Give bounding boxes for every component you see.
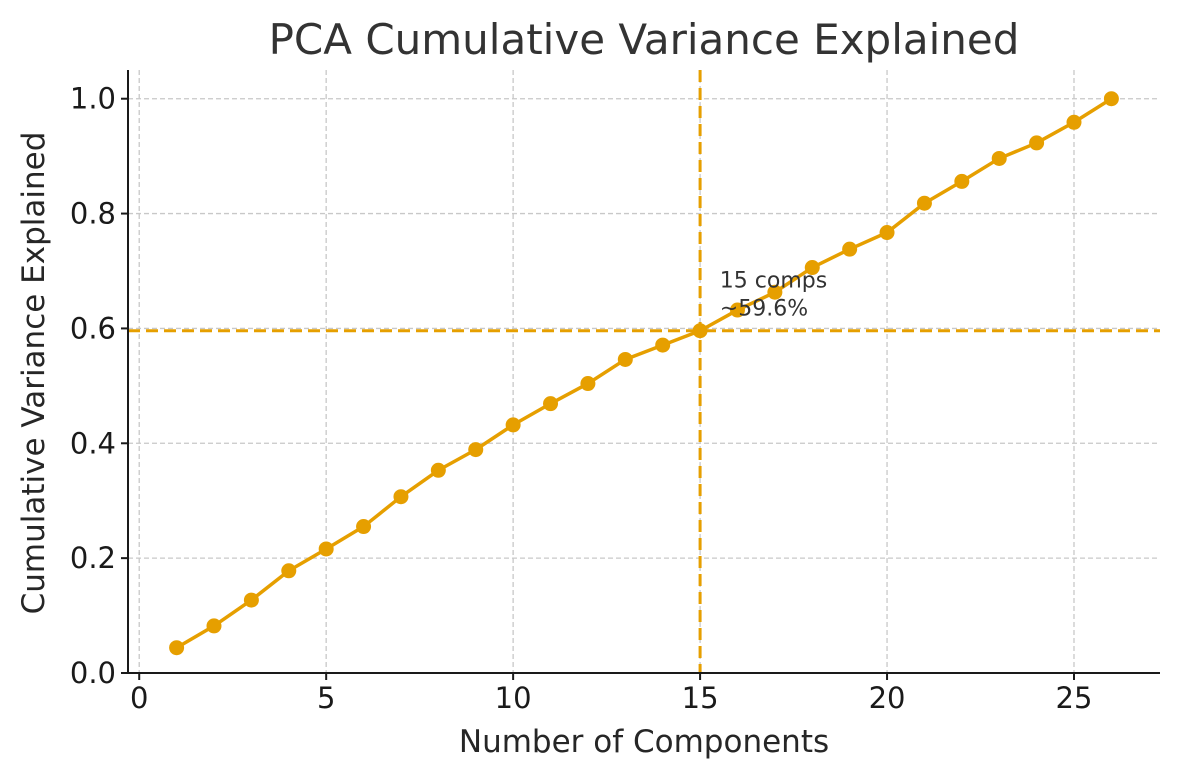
data-point <box>243 592 259 608</box>
x-tick-label: 10 <box>495 681 532 715</box>
y-tick-label: 1.0 <box>70 82 116 116</box>
reference-lines <box>128 70 1160 673</box>
tick-labels: 0 5 10 15 20 25 0.0 0.2 0.4 0.6 0.8 1.0 <box>70 82 1093 715</box>
data-point <box>1103 91 1119 107</box>
data-point <box>281 563 297 579</box>
data-point <box>206 618 222 634</box>
y-tick-label: 0.8 <box>70 197 116 231</box>
data-point <box>916 195 932 211</box>
data-point <box>842 241 858 257</box>
data-point <box>468 442 484 458</box>
annotation-line-1: 15 comps <box>720 269 827 294</box>
data-point <box>169 640 185 656</box>
data-point <box>655 337 671 353</box>
data-point <box>543 396 559 412</box>
series-line <box>175 97 1113 650</box>
data-point <box>505 417 521 433</box>
data-point <box>580 376 596 392</box>
data-point <box>393 489 409 505</box>
y-tick-label: 0.4 <box>70 426 116 460</box>
data-point <box>318 541 334 557</box>
data-point <box>991 150 1007 166</box>
chart-title: PCA Cumulative Variance Explained <box>269 15 1020 64</box>
data-point <box>356 519 372 535</box>
data-point <box>954 173 970 189</box>
y-tick-label: 0.6 <box>70 311 116 345</box>
y-tick-label: 0.2 <box>70 541 116 575</box>
x-axis-label: Number of Components <box>459 724 829 760</box>
data-point <box>729 302 745 318</box>
annotation-line-2: ~59.6% <box>720 297 808 322</box>
data-point <box>430 462 446 478</box>
y-tick-label: 0.0 <box>70 656 116 690</box>
x-tick-label: 5 <box>317 681 335 715</box>
series-layer <box>169 91 1119 656</box>
data-point <box>617 351 633 367</box>
data-point <box>692 323 708 339</box>
x-tick-label: 25 <box>1056 681 1093 715</box>
data-point <box>767 284 783 300</box>
data-point <box>879 225 895 241</box>
data-point <box>1029 135 1045 151</box>
data-point <box>804 260 820 276</box>
x-tick-label: 20 <box>869 681 906 715</box>
y-axis-label: Cumulative Variance Explained <box>16 132 52 615</box>
x-tick-label: 15 <box>682 681 719 715</box>
axes <box>121 70 1160 680</box>
x-tick-label: 0 <box>130 681 148 715</box>
data-point <box>1066 114 1082 130</box>
